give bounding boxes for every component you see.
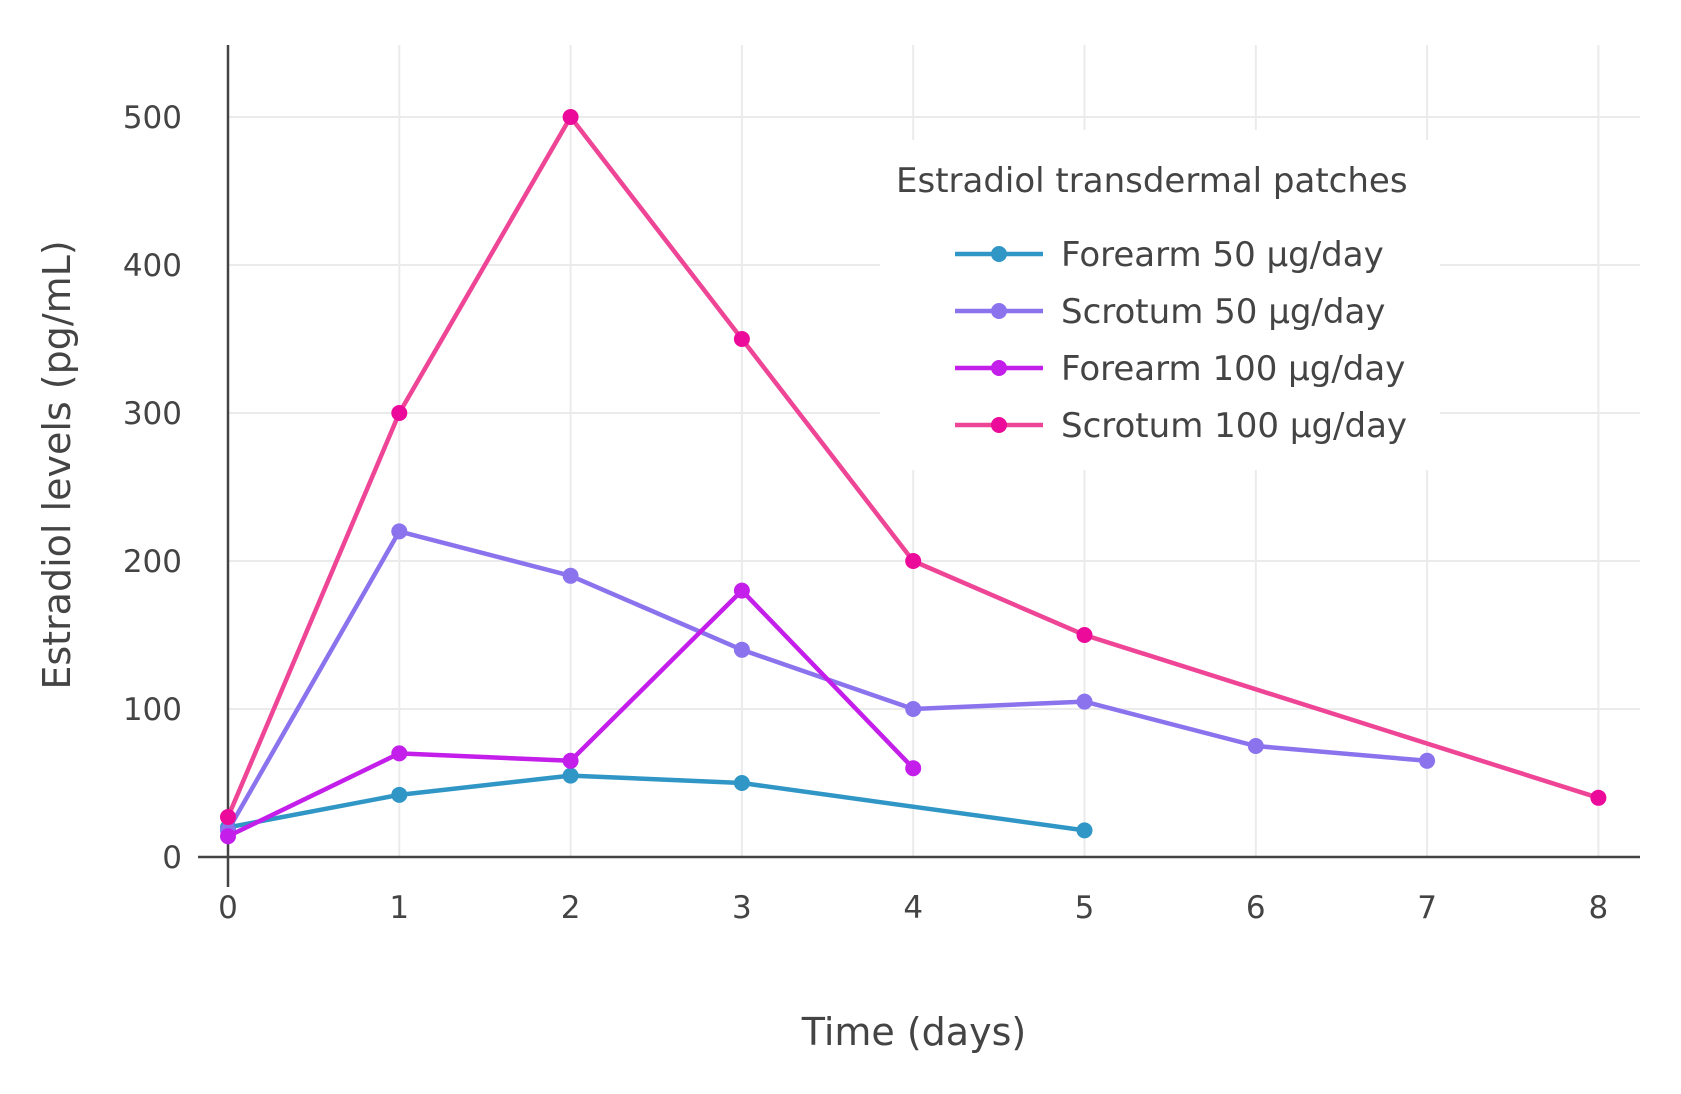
data-point (391, 786, 408, 803)
data-point (1076, 627, 1093, 643)
legend-label: Scrotum 50 μg/day (1061, 292, 1385, 332)
x-tick-label: 4 (903, 890, 923, 926)
axes: 0 1 2 3 4 5 6 7 8 0 100 200 300 400 500 (123, 45, 1640, 926)
x-tick-label: 6 (1246, 890, 1266, 926)
data-point (733, 331, 750, 347)
x-tick-label: 3 (732, 890, 752, 926)
data-point (391, 523, 408, 540)
data-point (562, 767, 579, 784)
y-tick-label: 400 (123, 248, 182, 284)
data-point (562, 567, 579, 584)
legend-item[interactable]: Scrotum 100 μg/day (955, 406, 1407, 446)
y-tick-label: 300 (123, 396, 182, 432)
series-forearm-50-g-day (220, 767, 1093, 839)
x-tick-label: 0 (218, 890, 238, 926)
data-point (733, 641, 750, 658)
data-point (391, 745, 408, 762)
data-point (1590, 789, 1607, 806)
legend-marker (991, 246, 1007, 262)
legend-label: Forearm 100 μg/day (1061, 349, 1405, 389)
legend-item[interactable]: Forearm 50 μg/day (955, 235, 1384, 275)
data-point (562, 752, 579, 769)
legend-marker (991, 360, 1007, 376)
data-point (905, 553, 922, 569)
data-point (220, 809, 236, 826)
x-tick-label: 8 (1589, 890, 1609, 926)
x-tick-label: 2 (561, 890, 581, 926)
y-axis-title: Estradiol levels (pg/mL) (35, 240, 79, 689)
legend-marker (991, 303, 1007, 319)
data-point (562, 109, 579, 125)
data-point (905, 760, 922, 777)
data-point (220, 828, 236, 845)
data-point (733, 775, 750, 791)
data-point (733, 582, 750, 599)
y-tick-label: 0 (162, 840, 182, 876)
series-forearm-100-g-day (220, 582, 922, 845)
legend[interactable]: Estradiol transdermal patches Forearm 50 … (880, 130, 1440, 470)
x-tick-label: 7 (1417, 890, 1437, 926)
series-layer (220, 109, 1607, 845)
y-tick-label: 200 (123, 544, 182, 580)
data-point (1247, 738, 1264, 754)
data-point (905, 701, 922, 717)
legend-label: Scrotum 100 μg/day (1061, 406, 1407, 446)
x-axis-title: Time (days) (801, 1010, 1026, 1054)
y-tick-label: 500 (123, 100, 182, 136)
y-tick-label: 100 (123, 692, 182, 728)
legend-label: Forearm 50 μg/day (1061, 235, 1384, 275)
data-point (1419, 752, 1436, 769)
x-tick-label: 5 (1075, 890, 1095, 926)
data-point (1076, 693, 1093, 710)
x-tick-label: 1 (389, 890, 409, 926)
legend-background (880, 140, 1440, 470)
legend-item[interactable]: Scrotum 50 μg/day (955, 292, 1385, 332)
legend-title: Estradiol transdermal patches (896, 161, 1408, 201)
legend-item[interactable]: Forearm 100 μg/day (955, 349, 1405, 389)
data-point (1076, 822, 1093, 839)
series-scrotum-100-g-day (220, 109, 1607, 826)
series-line (227, 773, 1085, 833)
legend-marker (991, 417, 1007, 433)
data-point (391, 405, 408, 421)
